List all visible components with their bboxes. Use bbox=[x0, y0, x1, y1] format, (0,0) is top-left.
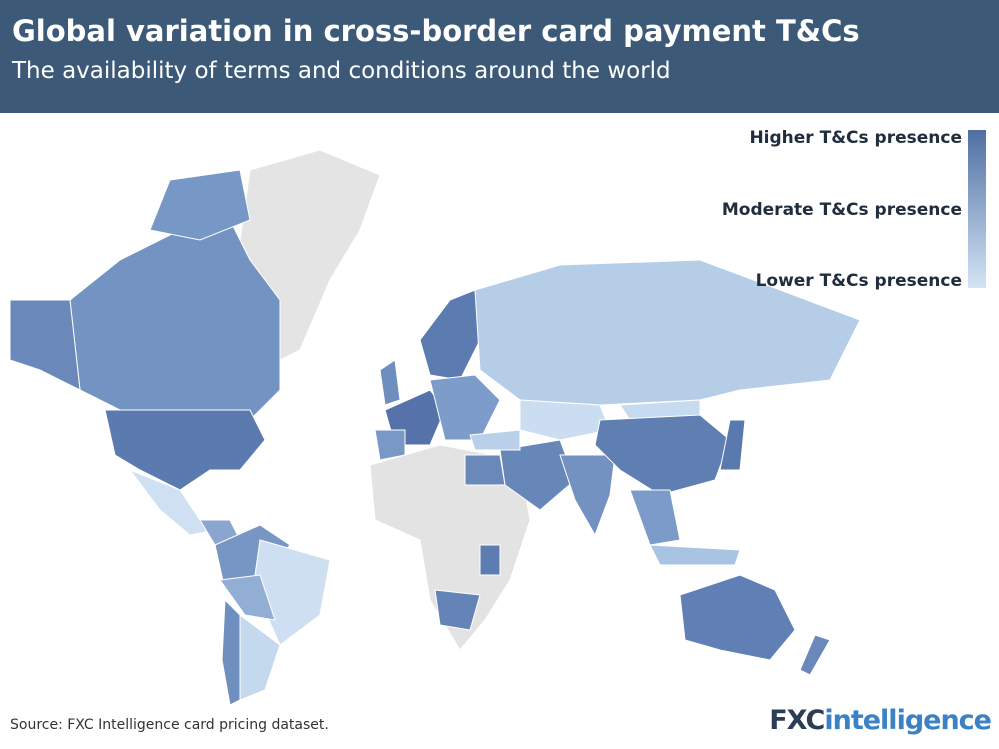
source: Source: FXC Intelligence card pricing da… bbox=[10, 717, 329, 733]
kenya bbox=[479, 544, 501, 576]
logo-prefix: FXC bbox=[769, 705, 825, 736]
turkey bbox=[469, 429, 521, 451]
canada bbox=[69, 219, 281, 421]
usa bbox=[104, 409, 266, 491]
header: Global variation in cross-border card pa… bbox=[0, 0, 999, 113]
japan bbox=[719, 419, 746, 471]
alaska bbox=[9, 299, 81, 391]
logo: FXCintelligence bbox=[769, 705, 992, 736]
indonesia bbox=[649, 544, 741, 566]
title: Global variation in cross-border card pa… bbox=[12, 14, 860, 48]
canada-islands bbox=[149, 169, 251, 241]
logo-suffix: intelligence bbox=[824, 705, 992, 736]
legend-gradient bbox=[968, 130, 986, 288]
new-zealand bbox=[799, 634, 831, 676]
kazakhstan bbox=[519, 399, 611, 441]
chile bbox=[221, 598, 241, 706]
southeast-asia bbox=[629, 489, 681, 546]
subtitle: The availability of terms and conditions… bbox=[12, 58, 671, 84]
iberia bbox=[374, 429, 406, 461]
world-map bbox=[9, 149, 861, 706]
australia bbox=[679, 574, 796, 661]
central-europe bbox=[429, 374, 501, 441]
russia bbox=[474, 259, 861, 406]
egypt bbox=[464, 454, 506, 486]
south-africa bbox=[434, 589, 481, 631]
middle-east bbox=[499, 439, 576, 511]
legend-label: Higher T&Cs presence bbox=[749, 128, 962, 148]
uk bbox=[379, 359, 401, 406]
peru-bolivia bbox=[219, 574, 276, 621]
china bbox=[594, 414, 731, 496]
legend-label: Lower T&Cs presence bbox=[755, 271, 962, 291]
india bbox=[559, 454, 616, 537]
legend-label: Moderate T&Cs presence bbox=[721, 200, 962, 220]
scandinavia bbox=[419, 289, 481, 381]
